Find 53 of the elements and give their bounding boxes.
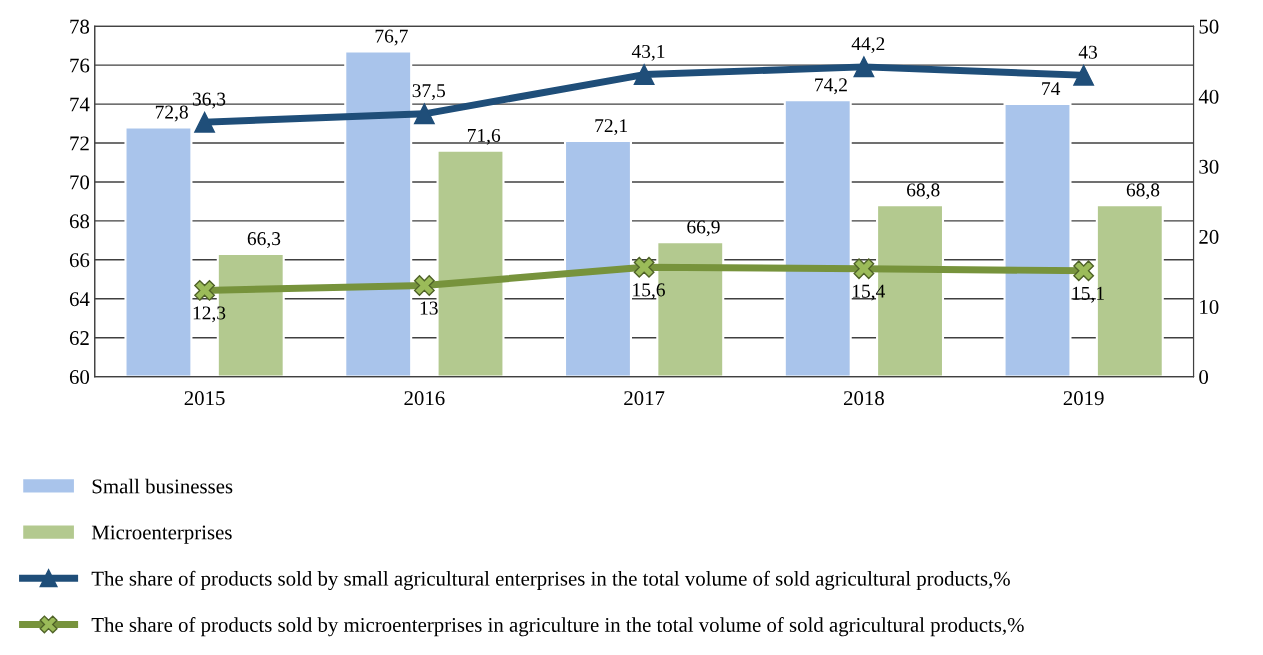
data-label: 37,5 [412,84,446,101]
y-tick-label: 68 [69,214,90,229]
y-tick-label: 64 [69,292,90,307]
data-label: 66,3 [247,232,281,248]
x-tick-label: 2016 [404,391,445,406]
y-tick-label: 74 [70,97,90,112]
y2-tick-label: 0 [1199,370,1209,385]
data-label: 71,6 [467,128,501,145]
point [413,275,435,296]
legend-label: Microenterprises [91,525,232,544]
point [194,280,216,301]
y2-tick-label: 40 [1198,89,1219,104]
x-tick-label: 2015 [184,391,225,406]
data-label: 13 [420,301,438,315]
data-label: 72,1 [595,119,628,136]
legend-label: Small businesses [92,478,233,494]
data-label: 68,8 [907,183,940,200]
point [1073,260,1095,282]
x-tick-label: 2019 [1063,391,1104,406]
y-tick-label: 72 [70,136,89,151]
data-label: 68,8 [1126,183,1160,200]
point [413,103,435,125]
legend-label: The share of products sold by microenterprises in agriculture in the total volume of sold agricultural products,% [91,617,1024,637]
y-tick-label: 70 [70,175,90,190]
y-tick-label: 60 [69,370,90,385]
y2-tick-label: 50 [1199,19,1219,34]
data-label: 15,4 [852,284,885,301]
data-label: 43 [1078,45,1098,59]
y-tick-label: 76 [70,58,90,73]
data-label: 15,6 [633,283,665,300]
y-tick-label: 62 [69,331,89,346]
y-tick-label: 66 [69,253,90,268]
data-label: 66,9 [687,220,720,237]
data-label: 43,1 [631,44,665,61]
data-label: 12,3 [193,306,226,323]
y2-tick-label: 30 [1199,159,1219,174]
point [1073,64,1095,86]
point [853,258,875,280]
data-label: 44,2 [851,37,885,54]
point [853,56,875,78]
point [633,256,655,278]
point [633,64,655,85]
data-label: 74 [1042,82,1061,96]
y2-tick-label: 10 [1200,299,1219,314]
data-label: 76,7 [375,29,408,46]
legend-label: The share of products sold by small agricultural enterprises in the total volume of sold agricultural products,% [91,570,1010,590]
data-label: 74,2 [815,78,847,95]
x-tick-label: 2017 [624,391,665,406]
data-label: 72,8 [155,105,188,122]
y2-tick-label: 20 [1199,229,1219,244]
x-tick-label: 2018 [843,391,884,406]
point [194,111,216,133]
y-tick-label: 78 [70,19,90,34]
